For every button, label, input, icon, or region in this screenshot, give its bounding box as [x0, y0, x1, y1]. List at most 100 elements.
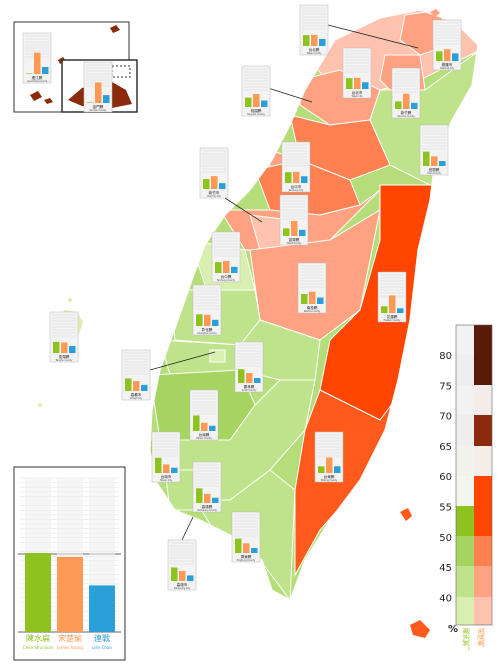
chart-region-name-en: Tainan County [196, 437, 212, 440]
chart-bar-chen [285, 172, 292, 183]
chart-bar-lien [452, 53, 459, 61]
scale-swatch-chen [456, 385, 474, 415]
chart-region-name: 台中縣 [221, 274, 232, 279]
chart-bar-chen [203, 179, 210, 189]
chart-card [231, 511, 261, 563]
legend-bar-0 [25, 552, 51, 632]
chart-bar-soong [133, 381, 140, 391]
scale-swatch-soong [474, 325, 492, 355]
chart-region-name-en: Yilan County [427, 172, 441, 175]
scale-swatch-chen [456, 446, 474, 476]
region-chiayi-city[interactable] [209, 349, 226, 363]
island-outline [149, 9, 479, 601]
chart-card [299, 4, 329, 56]
chart-card [281, 141, 311, 193]
scale-swatch-soong [474, 536, 492, 566]
chart-region-name: 花蓮縣 [387, 314, 398, 319]
chart-region-name: 南投縣 [307, 305, 318, 310]
chart-bar-lien [299, 229, 306, 236]
chart-bar-lien [141, 384, 148, 391]
chart-region-name: 台北市 [352, 90, 363, 95]
scale-frame [455, 324, 493, 626]
legend-bar-1 [57, 556, 83, 632]
chart-region-name: 嘉義市 [131, 392, 142, 397]
legend-name-soong: 宋楚瑜 [58, 633, 82, 643]
scale-label-soong: 宋楚瑜 [476, 628, 484, 646]
scale-percent-symbol: % [448, 624, 458, 635]
chart-bar-soong [246, 373, 253, 383]
chart-region-name: 高雄市 [177, 582, 188, 587]
chart-region-name-en: Chiayi City [130, 397, 142, 400]
scale-swatch-soong [474, 385, 492, 415]
islet [68, 298, 72, 302]
chart-card [241, 65, 271, 117]
chart-bar-soong [389, 295, 396, 313]
chart-card [167, 539, 197, 591]
chart-region-name: 高雄縣 [202, 504, 213, 509]
legend-name-lien: 連戰 [94, 633, 110, 643]
scale-tick-label: 45 [439, 563, 452, 574]
chart-bar-lien [319, 38, 326, 46]
chart-bar-lien [171, 467, 178, 473]
island-green [400, 508, 412, 521]
chart-bar-soong [253, 94, 260, 107]
chart-bar-soong [61, 342, 68, 353]
chart-bar-lien [397, 308, 404, 313]
scale-swatch-soong [474, 355, 492, 385]
scale-swatch-chen [456, 355, 474, 385]
scale-tick-label: 50 [439, 533, 452, 544]
chart-region-name: 新竹市 [209, 190, 220, 195]
chart-bar-chen [215, 262, 222, 273]
scale-swatch-chen [456, 566, 474, 597]
chart-region-name: 苗栗縣 [289, 237, 300, 242]
chart-region-name-en: Hsinchu County [397, 115, 415, 118]
leader-line [181, 516, 194, 541]
chart-bar-soong [223, 260, 230, 273]
chart-region-name: 雲林縣 [244, 384, 255, 389]
chart-region-name: 台南縣 [199, 432, 210, 437]
chart-bar-soong [201, 422, 208, 431]
chart-bar-chen [423, 151, 430, 166]
chart-bar-chen [283, 228, 290, 236]
legend-name-chen-en: Chen Shui-bian [23, 645, 54, 650]
legend-bar-track [25, 478, 51, 553]
chart-region-name-en: Yunlin County [242, 389, 258, 392]
chart-card [419, 124, 449, 176]
scale-swatch-chen [456, 536, 474, 566]
chart-region-name: 台南市 [161, 474, 172, 479]
chart-bar-soong [163, 464, 170, 473]
chart-bar-soong [291, 221, 298, 236]
chart-bar-chen [381, 306, 388, 313]
chart-bar-chen [436, 51, 443, 61]
chart-region-name-en: Lienchiang County [27, 80, 48, 83]
chart-region-name: 桃園縣 [251, 108, 262, 113]
chart-region-name-en: Taipei City [351, 95, 363, 98]
chart-region-name-en: Tainan City [160, 479, 173, 482]
chart-bar-lien [254, 378, 261, 383]
chart-bar-lien [212, 319, 219, 326]
islet-matsu [44, 98, 53, 104]
scale-tick-label: 55 [439, 503, 452, 514]
leader-lines [149, 24, 419, 541]
chart-bar-lien [261, 100, 268, 107]
chart-bar-lien [219, 183, 226, 189]
chart-card [234, 341, 264, 393]
leader-line [267, 87, 313, 103]
scale-label-soong-en: James Soong [482, 627, 486, 647]
color-scale-legend: 80 75 70 65 60 55 50 45 40 % 陳水扁 宋楚瑜 Chen Shui-b… [439, 324, 493, 651]
scale-swatch-chen [456, 506, 474, 536]
chart-bar-chen [87, 102, 94, 103]
chart-bar-chen [125, 378, 132, 391]
chart-bar-chen [196, 488, 203, 503]
legend-name-lien-en: Lien Chan [92, 645, 112, 650]
chart-card [211, 231, 241, 283]
